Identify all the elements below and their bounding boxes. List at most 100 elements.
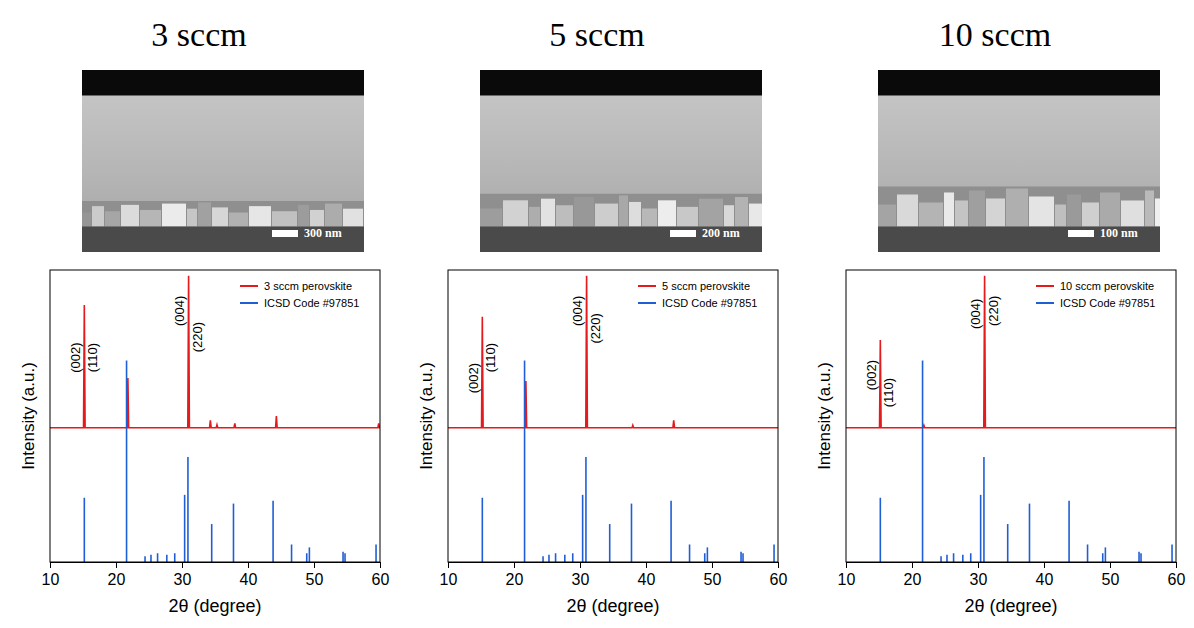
reference-stick <box>980 495 982 562</box>
sem-substrate <box>82 227 364 252</box>
peak-label: (004) <box>968 299 983 329</box>
reference-stick <box>144 556 146 562</box>
reference-stick <box>344 553 346 562</box>
x-tick-label: 30 <box>572 571 590 588</box>
sem-grain <box>1100 192 1120 226</box>
reference-stick <box>306 553 308 562</box>
x-tick: 50 <box>1102 562 1120 588</box>
x-tick-mark <box>846 562 847 568</box>
y-axis-title: Intensity (a.u.) <box>815 362 834 470</box>
x-tick: 60 <box>372 562 390 588</box>
reference-stick <box>564 555 566 562</box>
reference-stick <box>309 547 311 562</box>
sem-grain <box>82 213 91 227</box>
peak-label: (002) <box>864 360 879 390</box>
pattern-line <box>448 276 778 428</box>
reference-stick <box>233 504 235 562</box>
x-tick-mark <box>116 562 117 568</box>
x-tick-label: 40 <box>638 571 656 588</box>
scale-bar-label: 200 nm <box>702 226 740 240</box>
legend: 3 sccm perovskiteICSD Code #97851 <box>240 280 359 309</box>
reference-stick <box>482 498 484 562</box>
x-tick-label: 50 <box>1102 571 1120 588</box>
reference-stick <box>184 495 186 562</box>
reference-stick <box>742 553 744 562</box>
reference-stick <box>542 556 544 562</box>
sem-grain <box>229 213 248 227</box>
x-tick-label: 20 <box>904 571 922 588</box>
sem-grain <box>629 202 641 227</box>
x-tick-mark <box>448 562 449 568</box>
peak-label: (220) <box>190 322 205 352</box>
sem-grain <box>1082 202 1099 226</box>
reference-stick <box>740 552 742 562</box>
legend-label: ICSD Code #97851 <box>662 297 757 309</box>
legend-label: 3 sccm perovskite <box>264 280 352 292</box>
x-tick-mark <box>380 562 381 568</box>
x-tick-mark <box>314 562 315 568</box>
legend-swatch <box>240 285 258 287</box>
peak-label: (002) <box>466 363 481 393</box>
sem-grain <box>1006 188 1028 226</box>
x-axis: 102030405060 <box>440 562 788 588</box>
reference-stick <box>707 547 709 562</box>
sem-grain <box>969 190 985 226</box>
plot-background <box>846 270 1176 562</box>
sem-image: 300 nm <box>82 70 364 252</box>
reference-stick <box>1068 501 1070 562</box>
legend-label: 10 sccm perovskite <box>1060 280 1154 292</box>
sem-background <box>82 70 364 252</box>
legend-swatch <box>638 285 656 287</box>
sem-grain <box>1029 196 1054 226</box>
reference-stick <box>880 498 882 562</box>
x-tick-label: 60 <box>372 571 390 588</box>
x-tick-mark <box>514 562 515 568</box>
pattern-line <box>846 276 1176 428</box>
x-tick-mark <box>712 562 713 568</box>
x-tick: 30 <box>174 562 192 588</box>
sem-grain <box>503 200 528 226</box>
reference-stick <box>609 524 611 562</box>
reference-stick <box>555 553 557 562</box>
x-axis-title: 2θ (degree) <box>964 596 1057 616</box>
x-axis: 102030405060 <box>42 562 390 588</box>
x-axis-line <box>847 563 1177 569</box>
x-axis-line <box>51 563 381 569</box>
sem-grain-layer <box>878 186 1160 226</box>
reference-stick <box>1105 547 1107 562</box>
plot-background <box>448 270 778 562</box>
reference-stick <box>631 504 633 562</box>
sem-grain <box>619 195 628 226</box>
reference-stick <box>940 556 942 562</box>
sem-grain <box>735 197 748 226</box>
panel: 3 sccm300 nm1020304050602θ (degree)Inten… <box>19 16 390 616</box>
panel-title: 10 sccm <box>939 16 1051 53</box>
sem-top-band <box>878 70 1160 95</box>
sem-grain-layer <box>82 201 364 226</box>
x-tick: 10 <box>440 562 458 588</box>
x-tick-mark <box>778 562 779 568</box>
x-tick-label: 40 <box>240 571 258 588</box>
sem-grain <box>272 211 297 226</box>
sem-grain <box>1121 200 1144 226</box>
sem-grain-layer <box>480 194 762 227</box>
reference-stick <box>126 361 128 562</box>
sem-grain <box>105 211 120 226</box>
peak-label: (110) <box>881 378 896 407</box>
sem-grain <box>343 209 363 227</box>
peak-label: (110) <box>85 343 100 372</box>
x-tick-mark <box>1044 562 1045 568</box>
sem-grain <box>642 209 657 227</box>
sem-grain <box>1145 190 1154 226</box>
peak-label: (220) <box>588 313 603 343</box>
plot-background <box>50 270 380 562</box>
reference-stick <box>166 555 168 562</box>
legend: 5 sccm perovskiteICSD Code #97851 <box>638 280 757 309</box>
x-tick: 60 <box>1168 562 1186 588</box>
sem-top-band <box>480 70 762 95</box>
sem-grain <box>1155 198 1160 226</box>
x-tick-label: 30 <box>970 571 988 588</box>
sem-grain <box>986 198 1005 226</box>
x-tick-label: 30 <box>174 571 192 588</box>
sem-background <box>480 70 762 252</box>
